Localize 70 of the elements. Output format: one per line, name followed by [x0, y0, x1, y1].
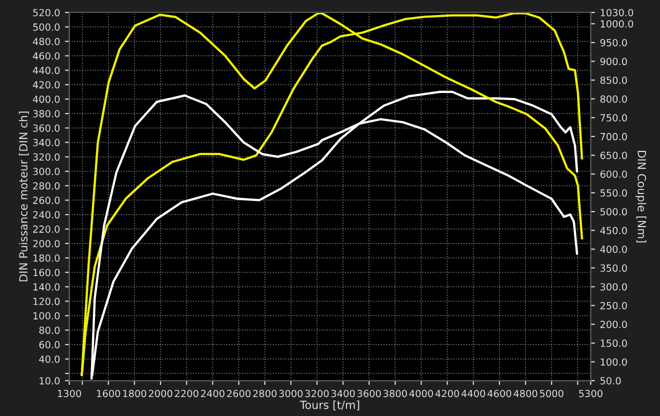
- y2-tick-label: 450.0: [600, 226, 627, 234]
- y-tick-label: 200.0: [33, 240, 60, 248]
- y-tick-label: 320.0: [33, 153, 60, 161]
- y2-tick-label: 150.0: [600, 340, 627, 347]
- y2-tick-label: 600.0: [600, 170, 627, 178]
- x-tick-label: 3200: [305, 390, 329, 398]
- y-tick-label: 10.0: [40, 377, 60, 384]
- y-tick-label: 340.0: [33, 138, 60, 146]
- y-tick-label: 520.0: [33, 8, 60, 16]
- y2-tick-label: 100.0: [600, 358, 627, 366]
- x-tick-label: 5000: [540, 390, 564, 398]
- y-tick-label: 360.0: [33, 124, 60, 132]
- y-tick-label: 500.0: [33, 23, 60, 31]
- x-tick-label: 2600: [227, 390, 250, 398]
- x-tick-label: 3600: [357, 390, 381, 398]
- x-tick-label: 4600: [488, 390, 512, 398]
- y2-tick-label: 800.0: [600, 95, 627, 103]
- x-tick-label: 5300: [579, 390, 602, 398]
- x-tick-label: 2800: [253, 390, 277, 398]
- x-tick-label: 2000: [148, 390, 172, 398]
- y2-tick-label: 1000.0: [600, 20, 634, 28]
- y-tick-label: 300.0: [33, 168, 60, 176]
- y-tick-label: 160.0: [34, 268, 60, 276]
- x-tick-label: 1800: [123, 390, 146, 398]
- y-tick-label: 80.0: [39, 326, 60, 334]
- y-tick-label: 180.0: [34, 254, 60, 262]
- y-tick-label: 140.0: [34, 283, 60, 291]
- y2-tick-label: 700.0: [600, 132, 627, 140]
- y2-tick-label: 950.0: [600, 39, 627, 46]
- x-tick-label: 4400: [461, 390, 486, 398]
- x-tick-label: 2400: [201, 390, 224, 398]
- y-tick-label: 460.0: [32, 52, 60, 60]
- x-tick-label: 3800: [384, 390, 407, 398]
- x-tick-label: 4200: [435, 390, 460, 398]
- y2-tick-label: 350.0: [600, 264, 627, 272]
- x-tick-label: 4800: [514, 390, 538, 398]
- x-axis-title: Tours [t/m]: [300, 400, 360, 410]
- x-tick-label: 2200: [174, 390, 198, 398]
- y-tick-label: 240.0: [33, 211, 60, 218]
- y-tick-label: 220.0: [33, 226, 60, 233]
- y2-tick-label: 400.0: [600, 246, 627, 253]
- y-tick-label: 380.0: [33, 110, 60, 118]
- y-tick-label: 60.0: [39, 341, 60, 348]
- x-tick-label: 3400: [331, 390, 355, 398]
- y-tick-label: 120.0: [34, 298, 60, 306]
- y-tick-label: 260.0: [33, 196, 60, 204]
- y2-tick-label: 50.0: [600, 377, 621, 384]
- y2-tick-label: 550.0: [600, 189, 627, 197]
- y-tick-label: 40.0: [39, 355, 60, 363]
- y2-tick-label: 300.0: [600, 283, 627, 291]
- y2-tick-label: 750.0: [600, 114, 627, 122]
- y2-tick-label: 650.0: [600, 152, 627, 160]
- x-tick-label: 1600: [97, 390, 120, 398]
- y-tick-label: 480.0: [32, 38, 60, 46]
- y-tick-label: 100.0: [34, 312, 60, 320]
- y-tick-label: 440.0: [32, 66, 60, 74]
- x-tick-label: 1300: [58, 390, 82, 398]
- y-tick-label: 420.0: [32, 81, 60, 88]
- y2-tick-label: 1030.0: [600, 8, 634, 16]
- y-axis-title: DIN Puissance moteur [DIN ch]: [18, 112, 29, 282]
- y-tick-label: 400.0: [32, 96, 60, 103]
- y2-axis-title: DIN Couple [Nm]: [635, 150, 646, 242]
- y2-tick-label: 900.0: [600, 58, 627, 66]
- x-tick-label: 4000: [409, 390, 433, 398]
- y-tick-label: 280.0: [33, 182, 60, 190]
- x-tick-label: 3000: [279, 390, 303, 398]
- y2-tick-label: 850.0: [600, 76, 627, 84]
- y2-tick-label: 200.0: [600, 320, 627, 328]
- y2-tick-label: 500.0: [600, 208, 627, 216]
- y2-tick-label: 250.0: [600, 302, 627, 310]
